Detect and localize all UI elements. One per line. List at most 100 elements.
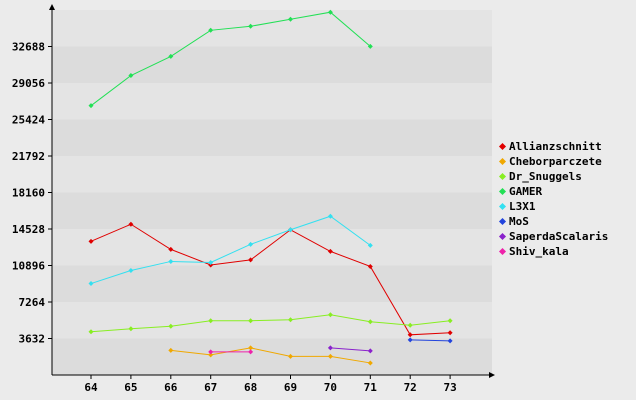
data-point <box>248 23 254 29</box>
data-point <box>168 53 174 59</box>
series-line <box>410 339 451 342</box>
data-point <box>128 267 134 273</box>
series-L3X1 <box>88 213 373 287</box>
data-point <box>447 318 453 324</box>
legend-marker-icon <box>498 232 507 241</box>
series-SaperdaScalaris <box>327 345 373 354</box>
data-point <box>327 248 333 254</box>
data-point <box>208 27 214 33</box>
series-line <box>90 223 451 336</box>
grid-band <box>52 10 492 47</box>
x-tick-label: 67 <box>204 381 217 394</box>
x-tick-labels: 64 65 66 67 68 69 70 71 72 73 <box>84 375 457 394</box>
data-point <box>248 349 254 355</box>
legend-label: L3X1 <box>509 200 536 213</box>
x-tick-label: 68 <box>244 381 257 394</box>
data-point <box>208 349 214 355</box>
data-point <box>288 227 293 233</box>
data-point <box>128 221 134 227</box>
data-point <box>168 323 174 329</box>
x-tick-label: 64 <box>84 381 98 394</box>
series-line <box>330 347 371 352</box>
grid-band <box>52 119 492 156</box>
y-tick-label: 18160 <box>12 187 45 200</box>
y-tick-label: 32688 <box>12 41 45 54</box>
grid-band <box>52 46 492 83</box>
grid-band <box>52 265 492 302</box>
legend-item: SaperdaScalaris <box>498 229 609 244</box>
series-Dr_Snuggels <box>88 312 453 335</box>
data-point <box>168 347 174 353</box>
data-point <box>128 73 134 79</box>
data-point <box>248 241 254 247</box>
data-point <box>327 312 333 318</box>
y-axis-arrow <box>49 4 55 10</box>
x-tick-label: 66 <box>164 381 178 394</box>
data-point <box>327 345 333 351</box>
x-tick-label: 65 <box>124 381 137 394</box>
series-Cheborparczete <box>168 345 373 366</box>
data-point <box>327 213 333 219</box>
legend-label: Allianzschnitt <box>509 140 602 153</box>
legend-label: Shiv_kala <box>509 245 569 258</box>
y-tick-label: 3632 <box>19 333 46 346</box>
data-point <box>407 337 413 343</box>
x-tick-label: 71 <box>364 381 378 394</box>
legend: Allianzschnitt Cheborparczete Dr_Snuggels G… <box>498 139 609 259</box>
series-line <box>90 215 371 285</box>
legend-label: SaperdaScalaris <box>509 230 609 243</box>
legend-item: Cheborparczete <box>498 154 608 169</box>
data-point <box>128 326 134 332</box>
series-line <box>90 11 371 107</box>
legend-item: MoS <box>498 214 608 229</box>
data-point <box>248 257 254 263</box>
data-point <box>407 322 413 328</box>
data-point <box>288 353 293 359</box>
y-tick-label: 25424 <box>12 114 45 127</box>
x-tick-label: 72 <box>404 381 417 394</box>
data-point <box>208 352 214 358</box>
legend-marker-icon <box>498 247 507 256</box>
data-point <box>248 345 254 351</box>
legend-label: GAMER <box>509 185 543 198</box>
y-tick-label: 7264 <box>19 296 46 309</box>
data-point <box>208 259 214 265</box>
legend-marker-icon <box>498 142 507 151</box>
data-point <box>208 318 214 324</box>
legend-marker-icon <box>498 187 507 196</box>
y-tick-label: 21792 <box>12 150 45 163</box>
data-point <box>367 263 373 269</box>
y-tick-label: 29056 <box>12 77 45 90</box>
data-point <box>327 9 333 15</box>
data-point <box>367 319 373 325</box>
grid-band <box>52 83 492 120</box>
series-line <box>170 347 371 364</box>
x-tick-label: 73 <box>443 381 456 394</box>
grid-band <box>52 229 492 266</box>
data-point <box>208 262 214 268</box>
data-point <box>248 318 254 324</box>
legend-marker-icon <box>498 157 507 166</box>
data-point <box>168 246 174 252</box>
y-tick-labels: 3632 7264 10896 14528 18160 21792 25424 29056 32… <box>12 41 52 346</box>
series-line <box>90 314 451 333</box>
data-point <box>367 360 373 366</box>
legend-label: Dr_Snuggels <box>509 170 582 183</box>
data-point <box>168 258 174 264</box>
x-tick-label: 69 <box>284 381 297 394</box>
grid-band <box>52 156 492 193</box>
data-point <box>447 338 453 344</box>
legend-label: Cheborparczete <box>509 155 602 168</box>
x-axis-arrow <box>489 372 495 378</box>
data-point <box>327 353 333 359</box>
legend-label: MoS <box>509 215 529 228</box>
data-point <box>367 43 373 49</box>
data-point <box>447 330 453 336</box>
legend-item: Shiv_kala <box>498 244 608 259</box>
data-point <box>88 329 94 335</box>
data-point <box>367 348 373 354</box>
y-tick-label: 14528 <box>12 223 45 236</box>
legend-marker-icon <box>498 202 507 211</box>
series-GAMER <box>88 9 373 109</box>
